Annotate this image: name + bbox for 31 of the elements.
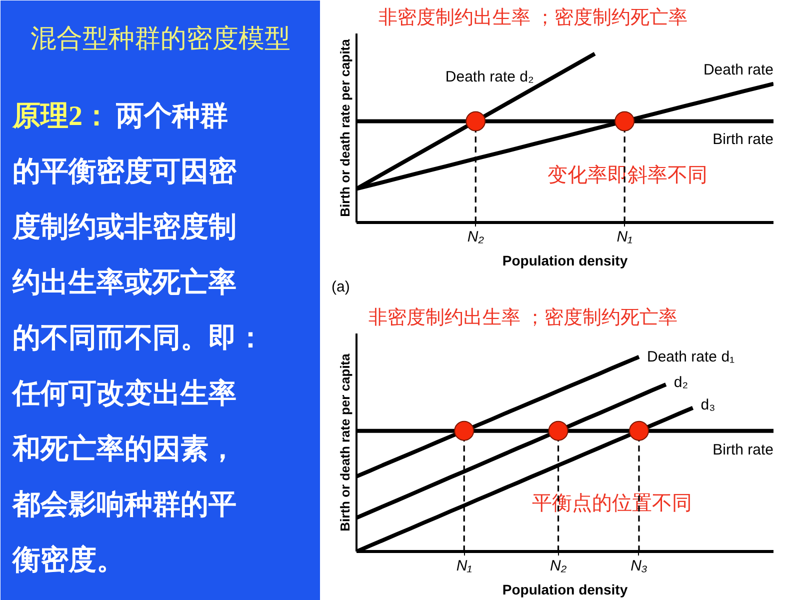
x-tick-label: N₂	[467, 228, 484, 246]
x-tick-label: N₁	[456, 558, 472, 574]
text: 和死亡率的因素，	[12, 433, 236, 465]
chart-title: 非密度制约出生率 ；密度制约死亡率	[378, 6, 688, 28]
text: 都会影响种群的平	[12, 490, 236, 520]
text: 任何可改变出生率	[12, 378, 236, 410]
series-label: Death rate d₂	[445, 68, 534, 86]
text: 混合型种群的密度模型	[30, 24, 290, 53]
series-label: d₃	[700, 396, 716, 414]
x-tick-label: N₃	[630, 558, 648, 574]
text: 原理2：	[12, 101, 110, 132]
series-label: Death rate	[703, 61, 774, 78]
text: 约出生率或死亡率	[12, 266, 236, 298]
series-label: d₂	[674, 374, 688, 391]
text: 两个种群	[115, 101, 228, 132]
text: 衡密度。	[12, 544, 124, 576]
series-label: Death rate d₁	[646, 348, 735, 366]
x-tick-label: N₁	[616, 228, 633, 246]
x-axis-title: Population density	[502, 252, 628, 268]
series-label: Birth rate	[712, 441, 774, 458]
chart-title: 非密度制约出生率 ；密度制约死亡率	[368, 306, 678, 328]
text: (a)	[332, 278, 350, 296]
x-axis-title: Population density	[502, 582, 628, 598]
text: 度制约或非密度制	[12, 211, 236, 243]
y-axis-title: Birth or death rate per capita	[338, 352, 352, 532]
y-axis-title: Birth or death rate per capita	[338, 38, 352, 217]
x-tick-label: N₂	[550, 558, 567, 574]
series-label: Birth rate	[712, 130, 774, 148]
text: 的平衡密度可因密	[12, 156, 238, 188]
text: 的不同而不同。即：	[12, 323, 264, 354]
annotation: 平衡点的位置不同	[532, 492, 692, 515]
